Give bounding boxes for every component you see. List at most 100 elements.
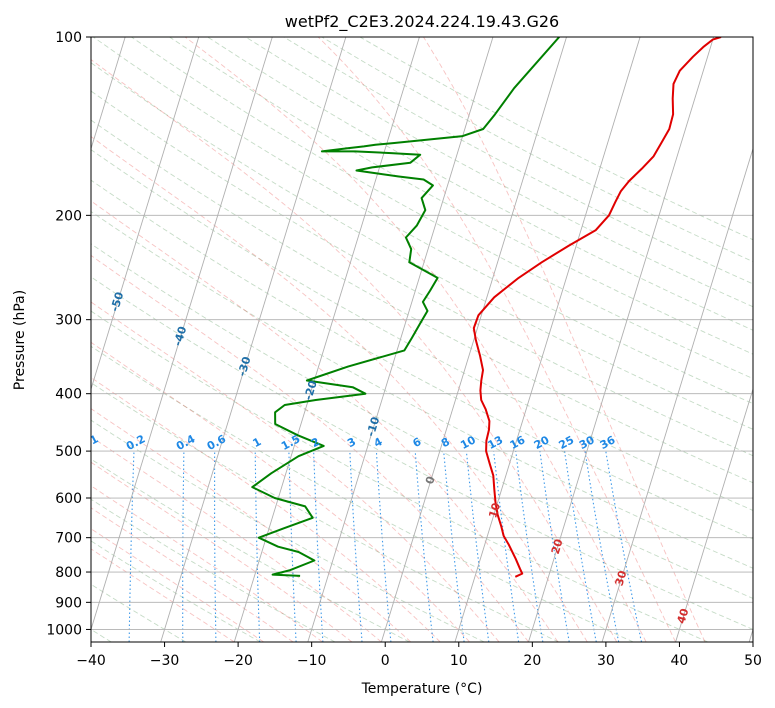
mixing-ratio-line — [515, 451, 544, 642]
isotherm-label: -60 — [48, 245, 66, 268]
isotherm-line — [528, 37, 715, 642]
dry-adiabat — [359, 37, 753, 241]
moist-adiabat — [91, 301, 500, 642]
isotherm-line — [307, 37, 494, 642]
mixing-ratio-label: 30 — [577, 433, 597, 452]
isotherm-label: -20 — [302, 379, 320, 402]
mixing-ratio-label: 36 — [598, 433, 618, 452]
dry-adiabat — [91, 90, 753, 457]
mixing-ratio-line — [349, 451, 363, 642]
dry-adiabat — [91, 210, 753, 569]
isotherm-line — [91, 37, 200, 391]
x-tick-label: 30 — [597, 653, 615, 669]
dry-adiabat — [91, 243, 753, 599]
mixing-ratio-label: 0.4 — [174, 432, 198, 453]
y-axis-label: Pressure (hPa) — [12, 290, 28, 390]
isotherm-label: 20 — [549, 537, 566, 556]
mixing-ratio-line — [465, 451, 490, 642]
y-tick-label: 700 — [55, 531, 82, 547]
temperature-line — [472, 37, 722, 578]
moist-adiabat — [91, 485, 323, 642]
y-tick-label: 1000 — [46, 622, 82, 638]
moist-adiabat — [91, 507, 294, 642]
mixing-ratio-label: 10 — [458, 433, 478, 452]
dry-adiabat — [91, 382, 559, 642]
moist-adiabat — [184, 37, 647, 642]
mixing-ratio-label: 0.6 — [205, 432, 229, 453]
dry-adiabat — [91, 583, 187, 642]
moist-adiabat — [91, 548, 235, 642]
moist-adiabat — [423, 37, 706, 642]
dewpoint-line — [251, 37, 560, 577]
y-tick-label: 500 — [55, 444, 82, 460]
moist-adiabat — [91, 436, 382, 642]
y-tick-label: 600 — [55, 491, 82, 507]
dry-adiabat — [91, 498, 336, 642]
moist-adiabat — [91, 461, 353, 642]
dry-adiabat — [91, 540, 261, 642]
moist-adiabat — [91, 341, 470, 642]
dry-adiabat — [91, 458, 410, 642]
mixing-ratio-line — [493, 451, 520, 642]
x-tick-label: −10 — [297, 653, 327, 669]
mixing-ratio-label: 6 — [411, 435, 424, 450]
x-axis-label: Temperature (°C) — [361, 681, 483, 697]
isotherm-line — [454, 37, 641, 642]
moist-adiabat — [91, 136, 588, 642]
isotherm-line — [675, 387, 753, 642]
isotherm-label: 30 — [613, 569, 630, 588]
dry-adiabat — [91, 149, 753, 511]
mixing-ratio-line — [605, 451, 643, 642]
isotherm-label: 0 — [423, 474, 438, 485]
mixing-ratio-label: 25 — [557, 433, 577, 452]
dry-adiabat — [91, 276, 753, 630]
mixing-ratio-line — [375, 451, 392, 642]
mixing-ratio-label: 13 — [486, 433, 506, 452]
plot-frame — [90, 36, 754, 643]
isotherm-line — [160, 37, 347, 642]
x-tick-label: 0 — [381, 653, 390, 669]
y-tick-label: 900 — [55, 595, 82, 611]
moist-adiabat — [317, 37, 677, 642]
dry-adiabat — [91, 345, 634, 642]
y-tick-label: 100 — [55, 30, 82, 46]
mixing-ratio-line — [414, 451, 434, 642]
isotherm-label: 40 — [675, 607, 692, 626]
isoline-labels: -100-90-80-70-60-50-40-30-20-10010203040… — [0, 190, 692, 626]
plot-area: -100-90-80-70-60-50-40-30-20-10010203040… — [0, 37, 753, 642]
series-lines — [251, 37, 722, 578]
isotherm-label: -50 — [108, 290, 126, 313]
moist-adiabat — [91, 254, 529, 642]
mixing-ratio-line — [443, 451, 465, 642]
y-tick-label: 800 — [55, 565, 82, 581]
dry-adiabat — [93, 37, 753, 405]
mixing-ratio-label: 16 — [508, 433, 528, 452]
mixing-ratio-label: 0.1 — [77, 432, 100, 453]
y-tick-label: 300 — [55, 313, 82, 329]
isotherm-label: -30 — [235, 355, 253, 378]
moist-adiabat — [91, 376, 441, 642]
mixing-ratio-line — [313, 451, 324, 642]
background-lines — [91, 37, 753, 642]
isotherm-line — [91, 37, 273, 631]
x-tick-label: 40 — [671, 653, 689, 669]
isotherm-label: -10 — [364, 415, 382, 438]
moist-adiabat — [91, 200, 559, 642]
isotherm-label: -40 — [171, 324, 189, 347]
isotherm-label: -70 — [0, 190, 10, 213]
y-tick-label: 200 — [55, 208, 82, 224]
x-tick-label: −30 — [150, 653, 180, 669]
moist-adiabat — [91, 528, 264, 642]
mixing-ratio-line — [128, 451, 135, 642]
isotherm-line — [601, 147, 753, 642]
dry-adiabat — [169, 37, 753, 355]
dry-adiabat — [91, 179, 753, 540]
x-tick-label: 20 — [523, 653, 541, 669]
x-axis: −40 −30 −20 −10 0 10 20 30 40 50 — [76, 642, 762, 669]
y-axis: 100 200 300 400 500 600 700 800 900 1000 — [46, 30, 91, 638]
moist-adiabat — [91, 59, 618, 642]
mixing-ratio-label: 20 — [532, 433, 552, 452]
x-tick-label: −20 — [223, 653, 253, 669]
mixing-ratio-line — [214, 451, 217, 642]
